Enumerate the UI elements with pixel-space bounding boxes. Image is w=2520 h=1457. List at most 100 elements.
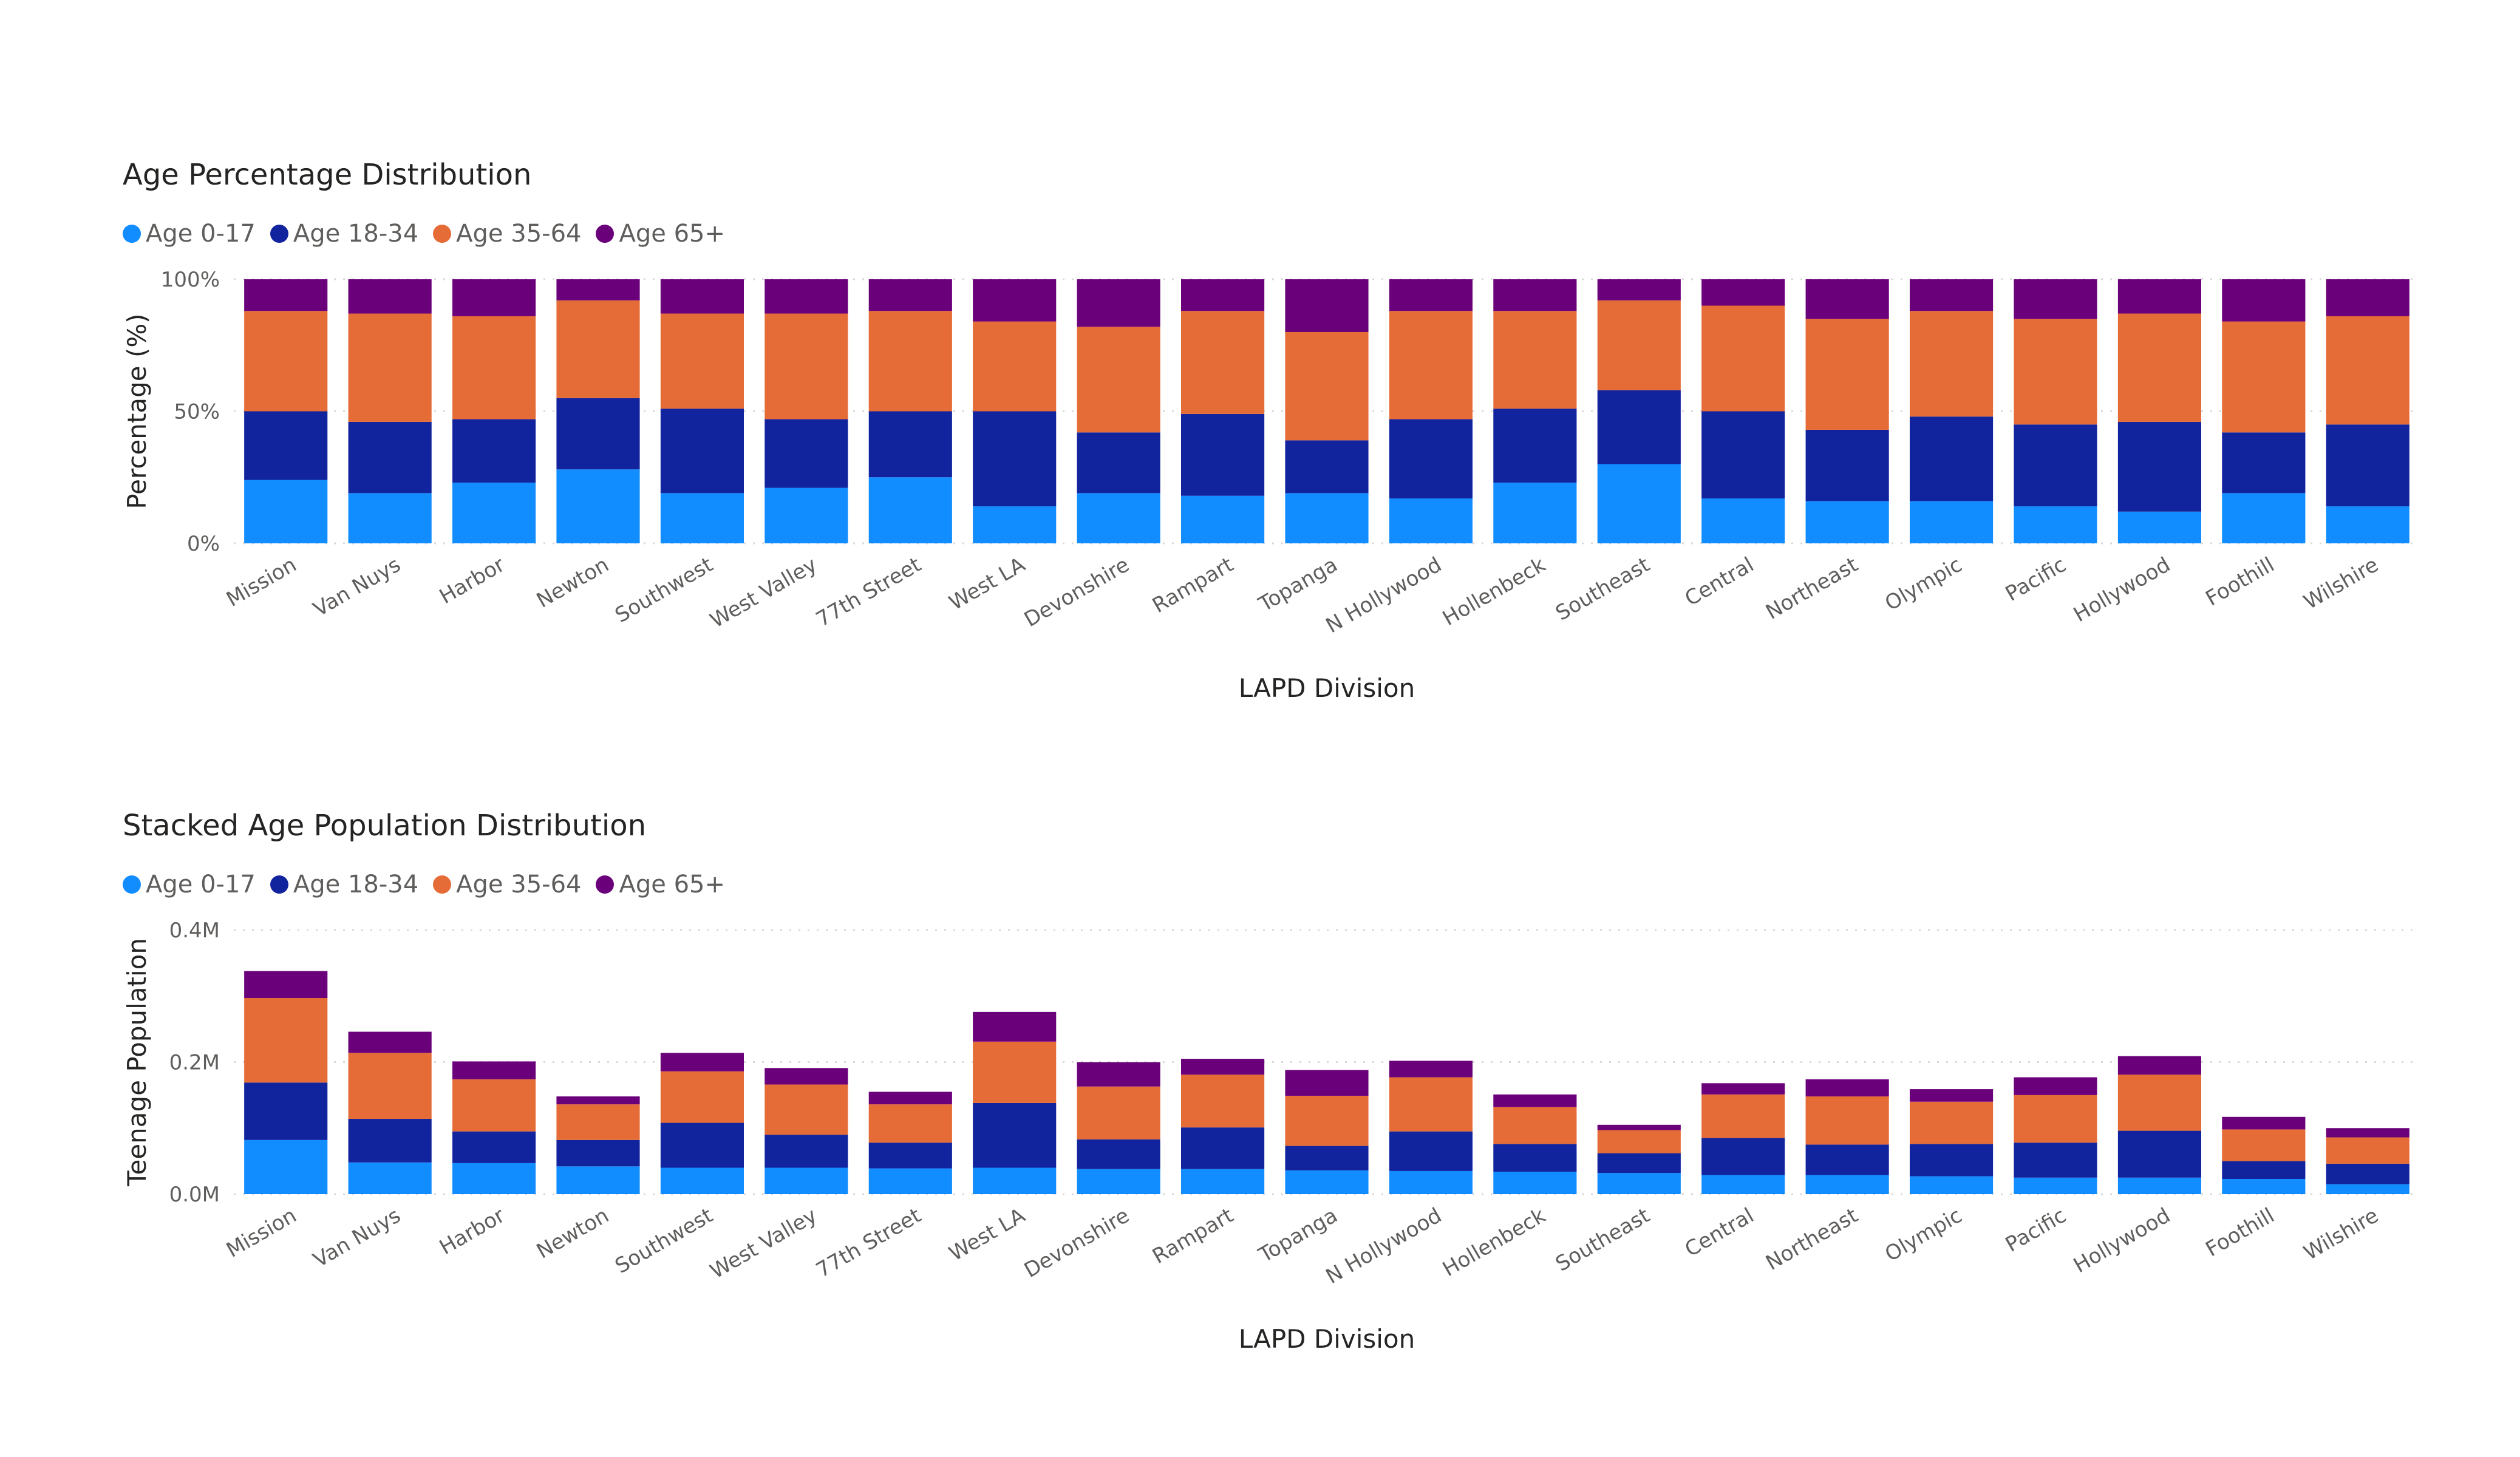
legend-item-age-65-plus[interactable]: Age 65+	[596, 871, 725, 898]
bar-segment	[1181, 495, 1265, 543]
bar-segment	[1077, 327, 1160, 433]
bar-segment	[1077, 493, 1160, 543]
x-tick-label: Olympic	[1881, 552, 1967, 616]
x-tick-label: Pacific	[2001, 552, 2071, 606]
bar-segment	[2222, 1116, 2306, 1130]
bar-segment	[2117, 1075, 2201, 1131]
bar-segment	[1285, 1070, 1369, 1096]
bar-segment	[556, 1104, 640, 1140]
bar-segment	[1181, 311, 1265, 414]
legend-item-age-18-34[interactable]: Age 18-34	[270, 871, 418, 898]
y-tick-label: 0%	[187, 532, 220, 556]
bar-segment	[452, 316, 536, 419]
bar-segment	[2326, 424, 2409, 507]
x-axis-title: LAPD Division	[1239, 1324, 1415, 1354]
bar-segment	[868, 1168, 952, 1194]
x-tick-label: Hollywood	[2069, 1203, 2174, 1278]
bar-segment	[452, 482, 536, 543]
bar-segment	[1805, 1144, 1889, 1175]
legend-item-age-18-34[interactable]: Age 18-34	[270, 220, 418, 248]
bar-segment	[2222, 1161, 2306, 1179]
bar-segment	[2117, 421, 2201, 512]
bar-segment	[868, 311, 952, 412]
chart-legend: Age 0-17 Age 18-34 Age 35-64 Age 65+	[123, 216, 740, 252]
bar-segment	[1285, 1170, 1369, 1194]
stacked-age-population-chart: Stacked Age Population Distribution Age …	[0, 651, 2520, 1379]
x-tick-label: N Hollywood	[1322, 552, 1446, 638]
bar-segment	[765, 1068, 848, 1085]
legend-swatch-icon	[123, 225, 141, 243]
bar-segment	[765, 313, 848, 419]
bar-segment	[1389, 498, 1473, 543]
bar-segment	[2117, 1130, 2201, 1178]
bar-segment	[1285, 279, 1369, 332]
bar-segment	[1805, 279, 1889, 319]
bar-segment	[1597, 1173, 1681, 1194]
legend-item-age-35-64[interactable]: Age 35-64	[433, 871, 581, 898]
x-tick-label: Southeast	[1551, 1203, 1654, 1276]
bar-segment	[2014, 424, 2097, 507]
x-tick-label: Wilshire	[2300, 552, 2383, 614]
bar-segment	[973, 411, 1057, 507]
bar-segment	[556, 1096, 640, 1105]
bar-segment	[348, 279, 432, 314]
x-tick-label: Pacific	[2001, 1203, 2071, 1257]
bar-segment	[348, 1119, 432, 1163]
y-tick-label: 0.4M	[169, 919, 220, 943]
bar-segment	[2326, 316, 2409, 425]
bar-segment	[1805, 1175, 1889, 1194]
legend-label: Age 0-17	[146, 871, 256, 898]
bar-segment	[1493, 279, 1577, 311]
x-tick-label: Southwest	[611, 1203, 717, 1279]
legend-item-age-0-17[interactable]: Age 0-17	[123, 871, 256, 898]
chart-title: Age Percentage Distribution	[123, 158, 532, 192]
chart-plot-area: 0%50%100%Mission Van Nuys Harbor NewtonSout…	[122, 268, 2420, 703]
bar-segment	[1181, 1075, 1265, 1128]
bar-segment	[1181, 1059, 1265, 1075]
x-axis-title: LAPD Division	[1239, 673, 1415, 703]
legend-swatch-icon	[270, 225, 288, 243]
legend-item-age-65-plus[interactable]: Age 65+	[596, 220, 725, 248]
bar-segment	[348, 1053, 432, 1119]
legend-swatch-icon	[123, 875, 141, 894]
bar-segment	[2014, 319, 2097, 425]
legend-item-age-0-17[interactable]: Age 0-17	[123, 220, 256, 248]
bar-segment	[1181, 279, 1265, 311]
bar-segment	[244, 998, 328, 1083]
bar-segment	[1389, 279, 1473, 311]
legend-label: Age 35-64	[456, 871, 582, 898]
bar-segment	[348, 1162, 432, 1194]
bar-segment	[1285, 440, 1369, 494]
bar-segment	[2326, 1184, 2409, 1194]
bar-segment	[244, 971, 328, 999]
x-tick-label: 77th Street	[812, 552, 925, 632]
bar-segment	[1701, 498, 1785, 543]
bar-segment	[1493, 311, 1577, 409]
bar-segment	[973, 321, 1057, 412]
bar-segment	[1077, 1139, 1160, 1169]
legend-item-age-35-64[interactable]: Age 35-64	[433, 220, 581, 248]
bar-segment	[1910, 1089, 1994, 1102]
x-tick-label: Topanga	[1254, 1203, 1341, 1268]
bar-segment	[1181, 413, 1265, 496]
bar-segment	[973, 1102, 1057, 1168]
x-tick-label: Rampart	[1148, 552, 1238, 618]
legend-label: Age 35-64	[456, 220, 582, 248]
bar-segment	[1285, 332, 1369, 441]
chart-title: Stacked Age Population Distribution	[123, 809, 647, 843]
bar-segment	[1389, 311, 1473, 419]
bar-segment	[1805, 1096, 1889, 1145]
bar-segment	[973, 1041, 1057, 1103]
bar-segment	[765, 487, 848, 543]
bar-segment	[556, 1139, 640, 1167]
x-tick-label: Hollywood	[2069, 552, 2174, 627]
bar-segment	[660, 409, 744, 494]
bar-segment	[868, 477, 952, 543]
bar-segment	[348, 1031, 432, 1053]
bar-segment	[1389, 1077, 1473, 1132]
x-tick-label: West LA	[945, 1203, 1029, 1266]
x-tick-label: West Valley	[706, 552, 822, 633]
bar-segment	[2117, 279, 2201, 314]
bar-segment	[1910, 279, 1994, 311]
bar-segment	[452, 1131, 536, 1163]
